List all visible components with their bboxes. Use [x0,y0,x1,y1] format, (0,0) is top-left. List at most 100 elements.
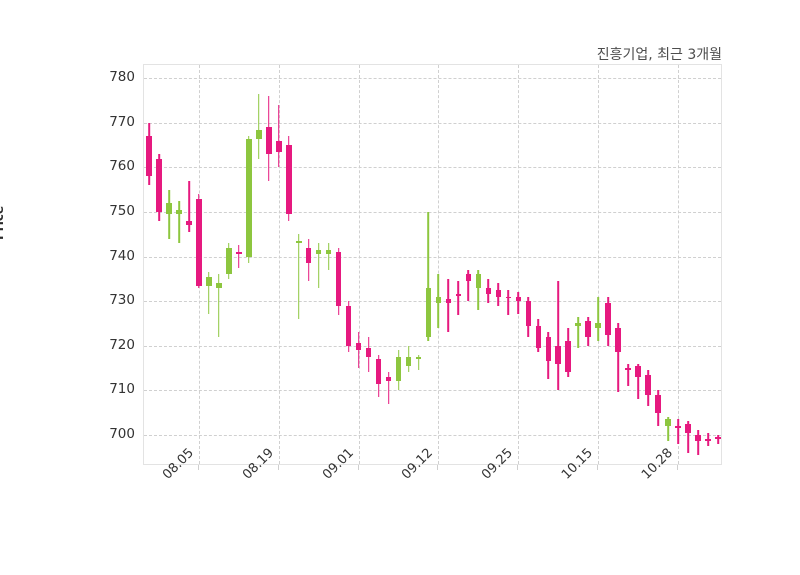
candlestick [655,65,661,464]
candle-wick [717,434,719,444]
candle-wick [557,281,560,391]
candle-body [615,327,621,353]
candlestick [305,65,312,464]
candlestick [635,65,641,464]
candle-body [375,359,382,384]
candlestick [415,65,422,464]
candle-body [405,356,412,366]
candle-body [305,247,312,264]
candlestick [156,65,162,464]
candlestick [226,65,232,464]
gridline-horizontal [144,256,721,258]
candle-wick [597,296,599,342]
candle-body [645,374,651,395]
candle-body [415,356,422,360]
candle-wick [257,93,260,159]
y-tick-label: 760 [109,158,135,175]
candle-body [705,439,711,442]
candle-body [265,127,272,155]
gridline-vertical [518,65,520,464]
candlestick [525,65,532,464]
x-tick-mark [437,465,439,470]
candle-body [575,323,582,326]
candle-body [585,321,592,337]
candlestick [186,65,192,464]
candlestick [475,65,482,464]
plot-area [143,64,722,465]
candlestick [285,65,292,464]
candle-wick [427,212,430,342]
y-tick-label: 740 [109,247,135,264]
chart-title: 진흥기업, 최근 3개월 [596,47,722,63]
gridline-vertical [278,65,280,464]
candlestick [365,65,372,464]
candlestick [385,65,392,464]
candle-body [345,305,352,346]
candle-wick [677,419,679,444]
candle-body [385,376,392,382]
candle-body [395,356,402,382]
candlestick [325,65,332,464]
candle-body [695,434,701,442]
candle-wick [517,292,520,315]
candlestick [176,65,182,464]
candlestick [585,65,592,464]
candlestick [455,65,462,464]
candle-body [495,290,502,297]
candle-body [206,276,212,286]
y-tick-label: 710 [109,381,135,398]
candle-wick [627,363,629,386]
candlestick [535,65,542,464]
candlestick [465,65,472,464]
candle-wick [507,290,510,315]
candle-body [256,129,262,139]
x-tick-mark [357,465,359,470]
candlestick [645,65,651,464]
candlestick [565,65,572,464]
candle-wick [577,316,580,348]
candle-body [685,423,691,433]
candle-body [445,298,452,304]
candlestick [665,65,671,464]
candlestick [615,65,621,464]
candle-body [176,209,182,215]
candle-body [515,296,522,302]
candle-body [435,296,442,304]
candlestick [256,65,262,464]
candlestick [405,65,412,464]
candle-body [166,203,172,215]
candle-wick [707,432,709,446]
gridline-horizontal [144,345,721,347]
candle-wick [387,372,390,404]
candle-body [216,283,222,288]
candle-body [655,394,661,413]
candle-body [156,158,162,213]
candle-body [425,287,432,337]
candle-body [485,287,492,295]
y-axis-ticks: 700 710 720 730 740 750 760 770 780 [85,64,135,465]
candle-body [595,323,601,328]
candle-wick [208,272,210,315]
candlestick [196,65,202,464]
candlestick [335,65,342,464]
gridline-vertical [678,65,680,464]
candle-body [525,301,532,326]
candlestick [425,65,432,464]
candle-body [715,437,721,440]
candlestick [495,65,502,464]
x-tick-mark [197,465,199,470]
candlestick [715,65,721,464]
candle-wick [317,243,320,288]
candle-body [505,296,512,299]
y-tick-label: 700 [109,425,135,442]
candle-wick [188,180,190,233]
candle-body [635,365,641,377]
candle-body [545,336,552,362]
candle-body [465,274,472,282]
y-tick-label: 730 [109,292,135,309]
gridline-vertical [358,65,360,464]
candlestick [445,65,452,464]
candle-body [246,138,252,257]
candlestick [675,65,681,464]
